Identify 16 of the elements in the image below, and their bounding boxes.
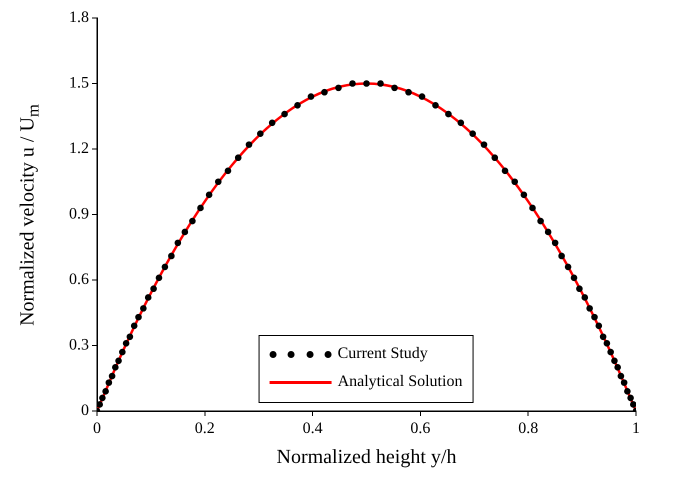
y-tick-label: 1.8 bbox=[69, 9, 89, 26]
x-tick-label: 0.4 bbox=[302, 420, 323, 437]
y-tick-label: 0.9 bbox=[69, 206, 89, 223]
x-tick-label: 0.2 bbox=[194, 420, 215, 437]
x-tick-label: 0.6 bbox=[410, 420, 430, 437]
x-tick-label: 1 bbox=[632, 420, 640, 437]
x-tick-label: 0 bbox=[93, 420, 101, 437]
legend-label: Analytical Solution bbox=[338, 373, 462, 391]
y-tick-label: 1.2 bbox=[69, 140, 89, 158]
x-tick-label: 0.8 bbox=[518, 420, 538, 437]
y-tick-label: 1.5 bbox=[69, 74, 89, 92]
x-axis-title: Normalized height y/h bbox=[276, 446, 458, 469]
y-tick-label: 0.3 bbox=[69, 336, 89, 354]
y-tick-label: 0 bbox=[81, 402, 89, 420]
legend-label: Current Study bbox=[338, 345, 428, 363]
y-tick-label: 0.6 bbox=[69, 271, 89, 288]
